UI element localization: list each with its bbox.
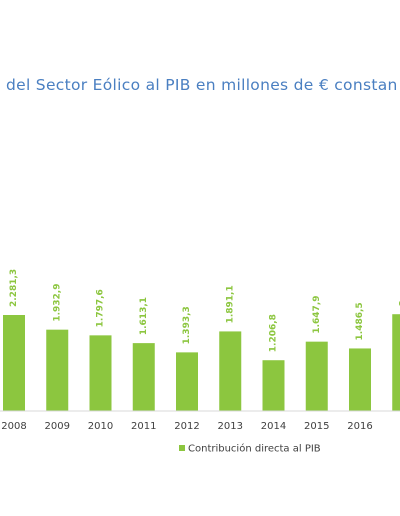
value-label-2012: 1.393,3 xyxy=(182,306,192,344)
value-label-2011: 1.613,1 xyxy=(139,297,149,335)
x-tick-label-2009: 2009 xyxy=(45,421,70,432)
bar-2015 xyxy=(305,341,328,411)
bar-2010 xyxy=(89,335,112,411)
tick-labels-layer: 2008200920102011201220132014201520162 xyxy=(1,421,372,432)
bar-2012 xyxy=(176,352,198,411)
x-tick-label-2013: 2013 xyxy=(218,421,243,432)
x-tick-label-2014: 2014 xyxy=(261,421,286,432)
legend-swatch xyxy=(179,445,185,451)
value-label-2015: 1.647,9 xyxy=(312,295,322,333)
x-tick-label-2012: 2012 xyxy=(174,421,199,432)
chart-title: del Sector Eólico al PIB en millones de … xyxy=(6,76,398,94)
bar-2014 xyxy=(262,360,285,411)
value-label-2013: 1.891,1 xyxy=(225,285,235,323)
value-label-2: 2 xyxy=(398,300,400,306)
bar-2011 xyxy=(132,343,155,411)
legend-label: Contribución directa al PIB xyxy=(188,443,321,455)
value-label-2008: 2.281,3 xyxy=(9,269,19,307)
bar-2008 xyxy=(3,315,25,411)
value-label-2009: 1.932,9 xyxy=(52,284,62,322)
value-label-2014: 1.206,8 xyxy=(269,314,279,352)
bar-2013 xyxy=(219,331,242,411)
x-tick-label-2008: 2008 xyxy=(1,421,26,432)
bars-layer xyxy=(3,314,400,411)
x-tick-label-2016: 2016 xyxy=(347,421,372,432)
x-tick-label-2011: 2011 xyxy=(131,421,156,432)
legend: Contribución directa al PIB xyxy=(179,443,321,455)
value-labels-layer: 2.281,3 1.932,9 1.797,6 1.613,1 1.393,3 1.891… xyxy=(9,269,400,352)
value-label-2010: 1.797,6 xyxy=(96,289,106,327)
bar-2 xyxy=(392,314,400,411)
value-label-2016: 1.486,5 xyxy=(355,302,365,340)
x-tick-label-2010: 2010 xyxy=(88,421,113,432)
bar-2009 xyxy=(46,329,69,411)
bar-2016 xyxy=(349,348,371,411)
x-tick-label-2015: 2015 xyxy=(304,421,329,432)
